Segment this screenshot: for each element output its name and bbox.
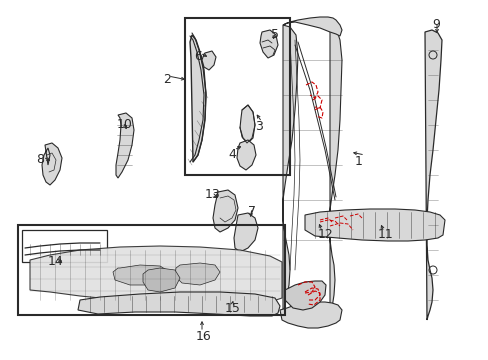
Polygon shape	[175, 263, 220, 285]
Text: 3: 3	[254, 120, 263, 133]
Text: 14: 14	[48, 255, 63, 268]
Text: 8: 8	[36, 153, 44, 166]
Text: 10: 10	[117, 118, 133, 131]
Polygon shape	[329, 25, 341, 320]
Polygon shape	[234, 213, 258, 252]
Text: 6: 6	[194, 50, 202, 63]
Bar	[184, 18, 289, 175]
Polygon shape	[78, 292, 280, 316]
Polygon shape	[424, 30, 441, 320]
Text: 1: 1	[354, 155, 362, 168]
Text: 11: 11	[377, 228, 393, 241]
Polygon shape	[305, 209, 444, 241]
Text: 15: 15	[224, 302, 241, 315]
Polygon shape	[283, 17, 341, 36]
Text: 13: 13	[204, 188, 220, 201]
Polygon shape	[260, 30, 278, 58]
Polygon shape	[285, 281, 325, 310]
Text: 12: 12	[317, 228, 333, 241]
Bar	[18, 225, 285, 315]
Polygon shape	[202, 51, 216, 70]
Polygon shape	[213, 190, 238, 232]
Polygon shape	[190, 35, 205, 162]
Polygon shape	[142, 268, 180, 292]
Polygon shape	[116, 113, 134, 178]
Polygon shape	[113, 265, 170, 285]
Text: 5: 5	[270, 28, 279, 41]
Polygon shape	[42, 143, 62, 185]
Text: 4: 4	[227, 148, 235, 161]
Text: 2: 2	[163, 73, 170, 86]
Text: 9: 9	[431, 18, 439, 31]
Polygon shape	[237, 140, 256, 170]
Text: 7: 7	[247, 205, 256, 218]
Polygon shape	[283, 25, 297, 315]
Polygon shape	[240, 105, 254, 143]
Bar	[22, 230, 107, 262]
Text: 16: 16	[196, 330, 211, 343]
Polygon shape	[30, 246, 282, 305]
Polygon shape	[280, 302, 341, 328]
